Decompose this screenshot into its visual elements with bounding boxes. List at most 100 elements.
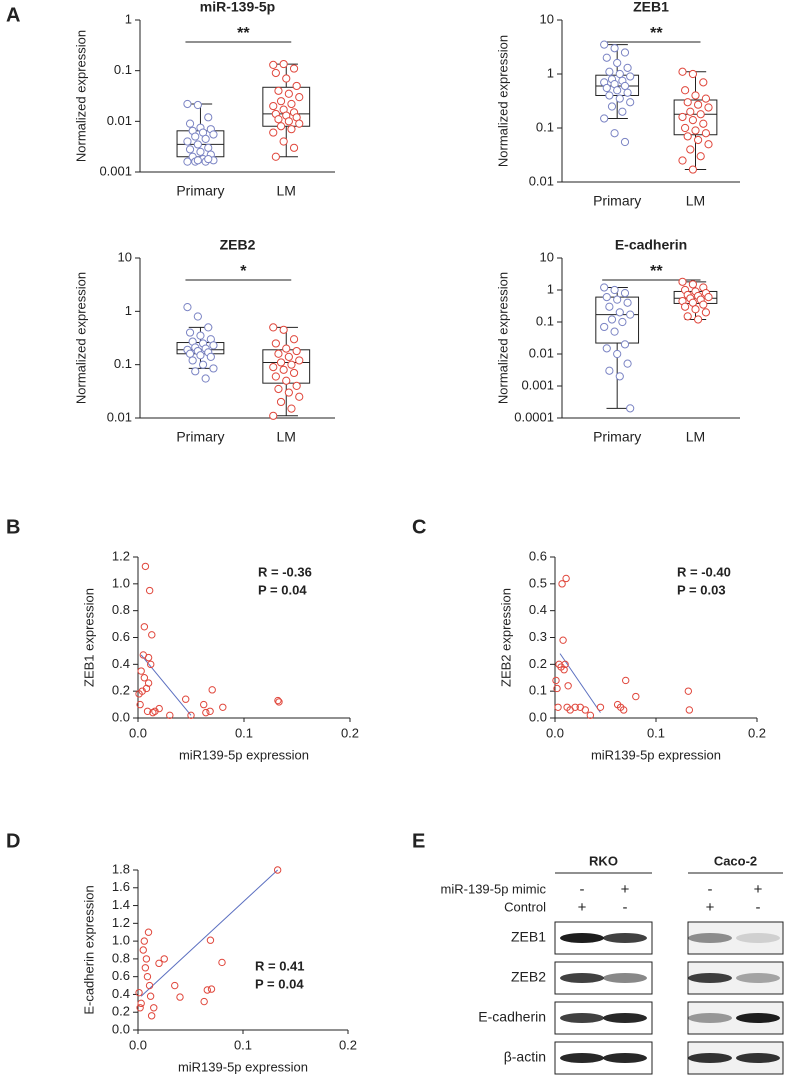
point	[276, 397, 286, 407]
point	[615, 69, 624, 79]
point	[201, 374, 210, 383]
point	[607, 102, 617, 111]
point	[140, 937, 149, 945]
x-tick-label: Primary	[593, 429, 641, 445]
point	[160, 955, 168, 963]
point	[276, 97, 286, 106]
y-axis-label: E-cadherin expression	[81, 885, 96, 1014]
point	[683, 98, 692, 107]
point	[620, 137, 630, 147]
point	[202, 708, 210, 717]
band	[688, 1013, 732, 1023]
point	[271, 68, 280, 78]
y-tick-label: 1.0	[112, 575, 130, 590]
point	[144, 653, 153, 662]
point	[274, 86, 283, 95]
point	[183, 157, 192, 166]
y-tick-label: 1	[547, 281, 554, 296]
y-tick-label: 10	[118, 249, 132, 264]
point	[620, 48, 630, 57]
point	[289, 335, 299, 344]
point	[150, 1004, 158, 1012]
point	[620, 81, 630, 91]
point	[136, 1004, 144, 1012]
group-label: RKO	[589, 853, 618, 868]
point	[196, 147, 205, 156]
y-axis-label: Normalized expression	[495, 272, 510, 404]
point	[289, 368, 299, 378]
point	[209, 130, 218, 139]
y-tick-label: 0.5	[529, 575, 547, 590]
point	[694, 100, 703, 109]
point	[147, 660, 155, 669]
point	[274, 349, 283, 358]
annotation: P = 0.03	[677, 582, 726, 597]
point	[602, 83, 611, 93]
point	[295, 356, 304, 365]
point	[204, 323, 213, 332]
point	[678, 277, 687, 286]
point	[554, 703, 562, 711]
point	[681, 86, 690, 95]
point	[699, 78, 708, 87]
x-tick-label: Primary	[176, 183, 224, 199]
point	[193, 100, 202, 110]
y-tick-label: 0.4	[529, 602, 547, 617]
point	[203, 986, 212, 994]
point	[615, 372, 624, 381]
point	[219, 703, 227, 711]
point	[201, 134, 210, 144]
point	[683, 312, 692, 321]
panel-label: A	[6, 4, 20, 26]
y-tick-label: 0.001	[99, 163, 132, 178]
box	[262, 86, 311, 127]
point	[137, 667, 145, 675]
x-axis-label: miR139-5p expression	[591, 747, 721, 762]
point	[562, 574, 570, 583]
point	[292, 346, 301, 356]
point	[143, 972, 152, 981]
point	[289, 143, 299, 152]
point	[699, 119, 708, 128]
point	[284, 352, 293, 361]
point	[176, 993, 184, 1001]
y-tick-label: 1.2	[112, 915, 130, 930]
panel-label: D	[6, 830, 20, 852]
point	[602, 292, 611, 302]
point	[618, 317, 627, 327]
y-tick-label: 0.2	[112, 683, 130, 698]
x-tick-label: 0.0	[129, 1037, 147, 1052]
point	[688, 116, 698, 125]
fit-line	[140, 869, 278, 997]
point	[600, 40, 609, 49]
point	[613, 349, 622, 359]
y-tick-label: 0.8	[112, 602, 130, 617]
point	[287, 125, 296, 134]
band	[560, 973, 604, 983]
y-tick-label: 0.4	[112, 656, 130, 671]
condition-label: miR-139-5p mimic	[441, 881, 547, 896]
point	[287, 99, 296, 109]
x-tick-label: 0.2	[339, 1037, 357, 1052]
point	[686, 107, 695, 116]
y-axis-label: ZEB1 expression	[81, 588, 96, 687]
point	[559, 636, 567, 644]
point	[279, 137, 288, 146]
x-tick-label: 0.0	[546, 725, 564, 740]
point	[561, 660, 569, 669]
band	[736, 973, 780, 983]
point	[206, 936, 215, 944]
x-tick-label: 0.2	[748, 725, 766, 740]
point	[681, 123, 690, 133]
annotation: R = -0.36	[258, 564, 312, 579]
point	[271, 372, 280, 381]
point	[558, 580, 566, 588]
y-axis-label: Normalized expression	[73, 30, 88, 162]
point	[289, 64, 299, 73]
y-axis-label: Normalized expression	[73, 272, 88, 404]
point	[586, 711, 595, 720]
y-tick-label: 0.0	[529, 709, 547, 724]
point	[193, 312, 202, 321]
point	[273, 866, 282, 874]
